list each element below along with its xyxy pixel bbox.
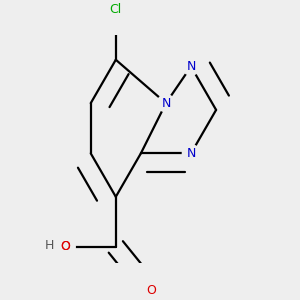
Text: O: O xyxy=(61,240,70,254)
Text: H: H xyxy=(44,238,54,252)
Text: Cl: Cl xyxy=(110,3,122,16)
Text: O: O xyxy=(61,240,70,254)
Circle shape xyxy=(182,58,200,75)
Circle shape xyxy=(107,1,124,18)
Circle shape xyxy=(142,282,160,299)
Text: N: N xyxy=(161,97,171,110)
Circle shape xyxy=(57,238,74,256)
Text: N: N xyxy=(186,147,196,160)
Text: N: N xyxy=(186,60,196,73)
Circle shape xyxy=(157,94,175,112)
Circle shape xyxy=(56,237,75,256)
Text: O: O xyxy=(146,284,156,297)
Circle shape xyxy=(182,145,200,162)
